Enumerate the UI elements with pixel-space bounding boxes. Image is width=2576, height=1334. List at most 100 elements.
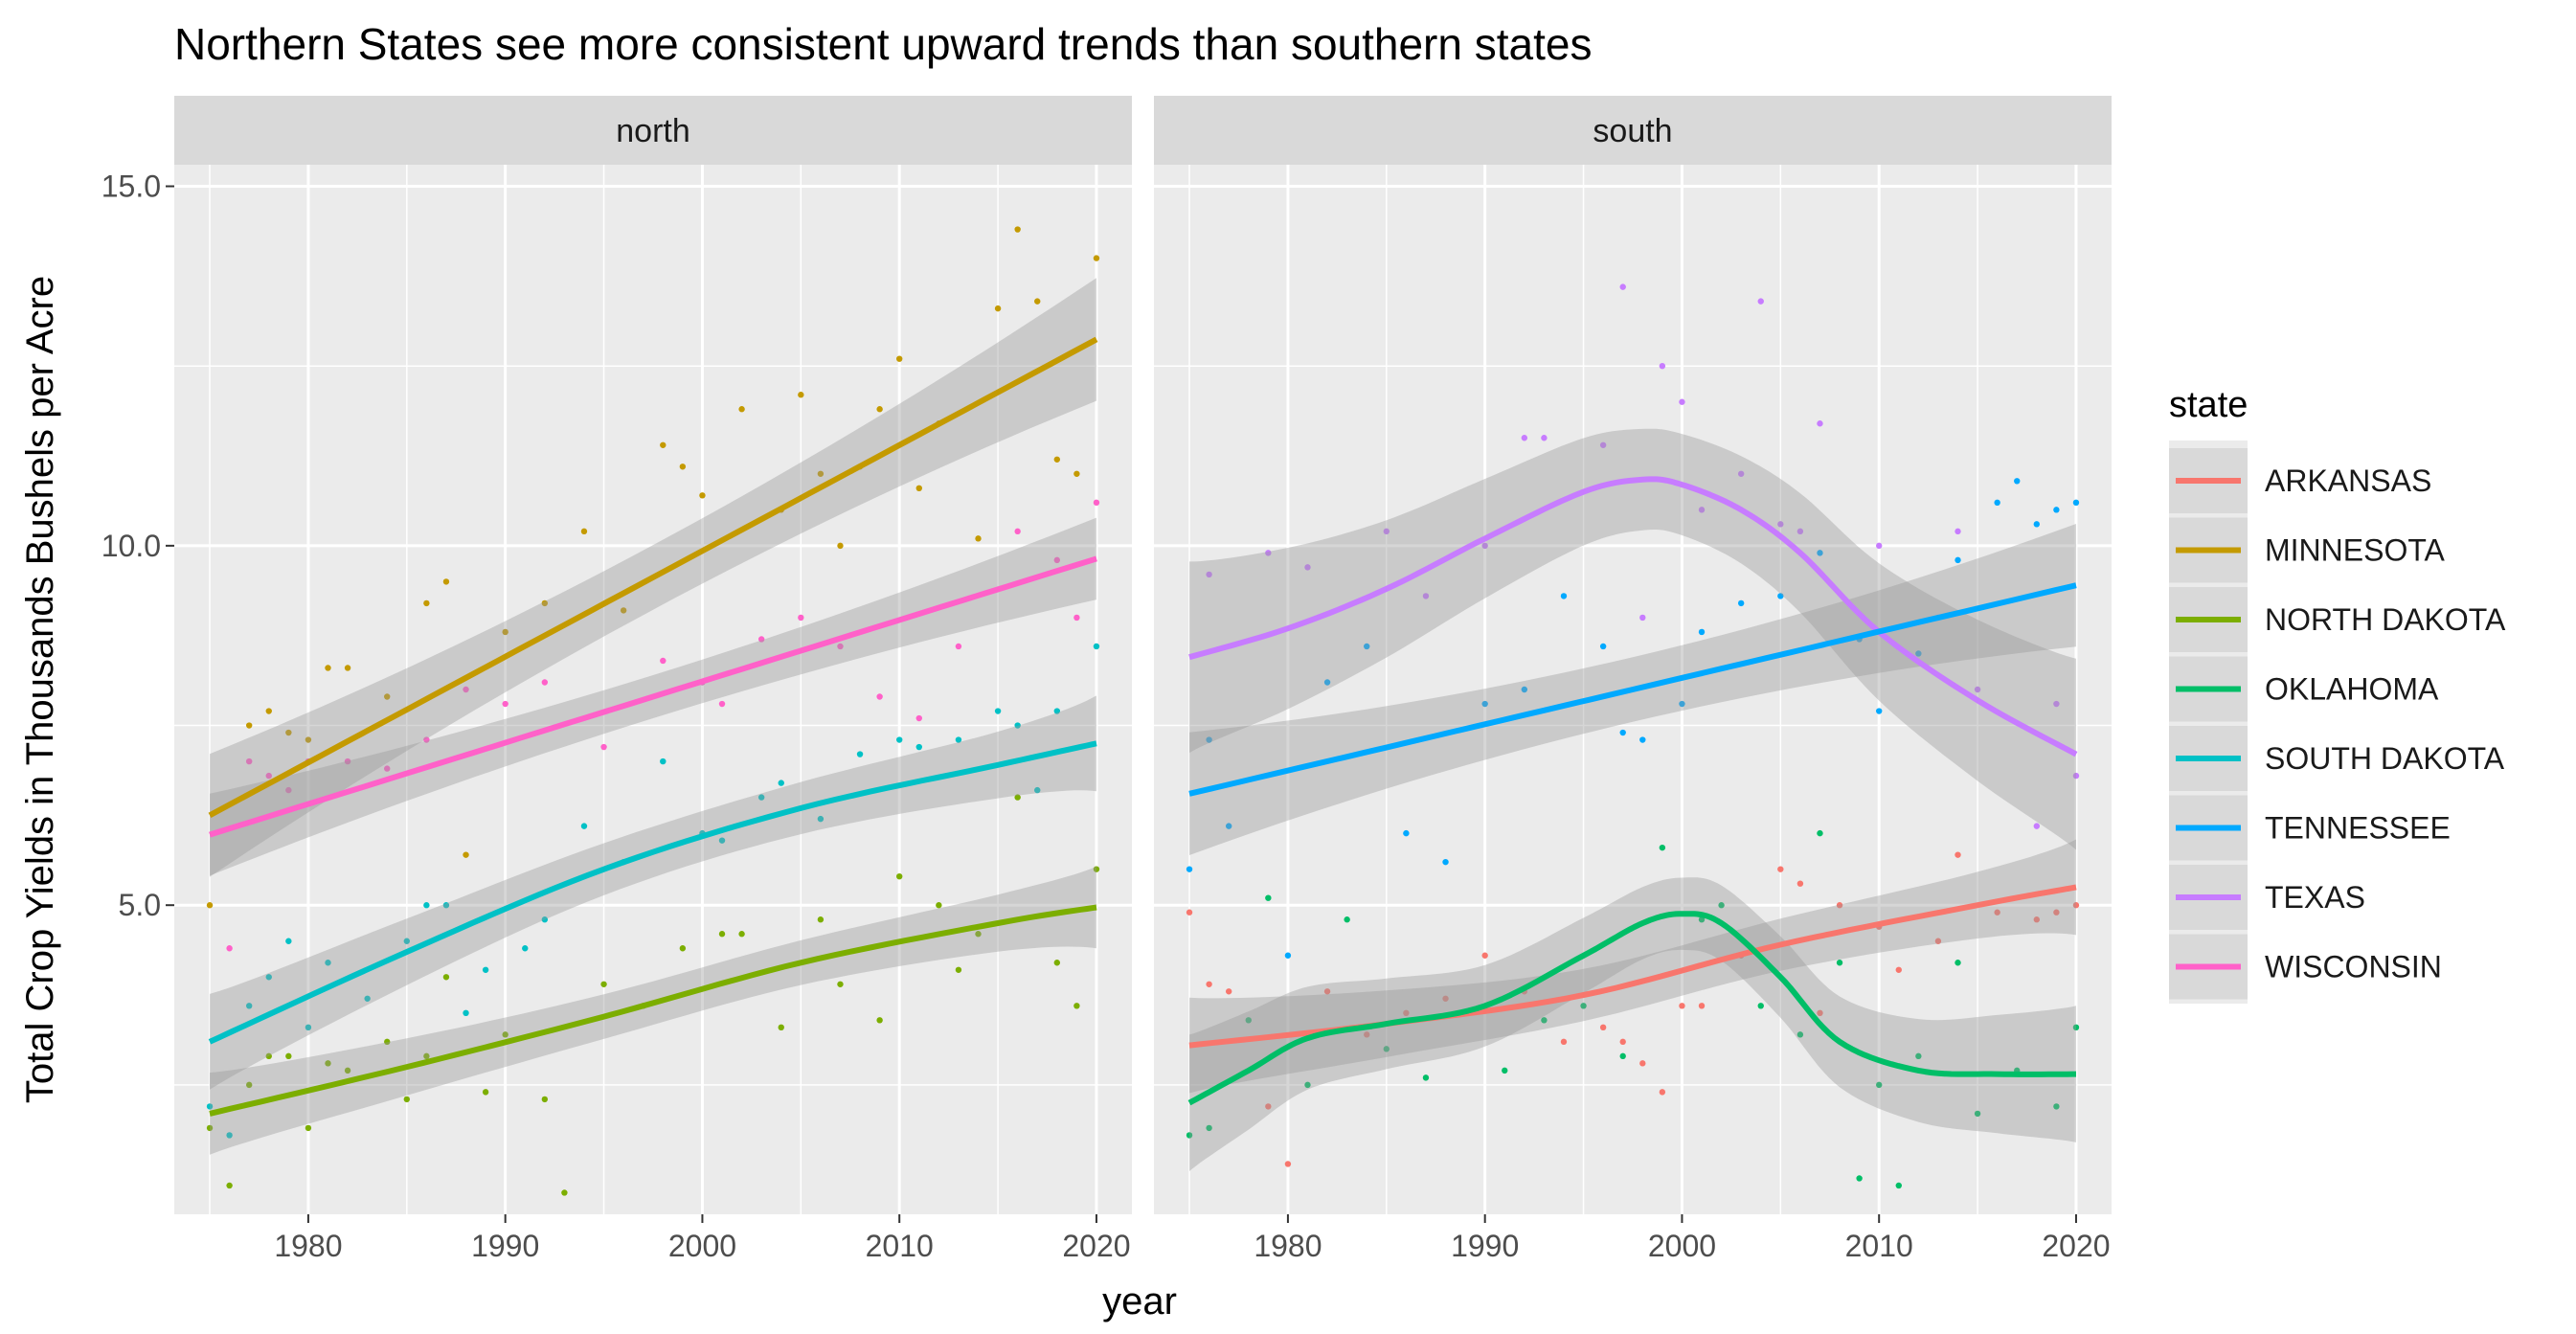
legend-item-tennessee: TENNESSEE xyxy=(2169,795,2451,861)
data-point xyxy=(620,607,627,614)
x-tick-label: 2010 xyxy=(1845,1229,1913,1263)
data-point xyxy=(1737,470,1745,477)
data-point xyxy=(1817,1009,1823,1017)
data-point xyxy=(423,599,430,607)
data-point xyxy=(1265,894,1272,901)
data-point xyxy=(1284,952,1292,959)
x-tick-label: 1990 xyxy=(1451,1229,1519,1263)
data-point xyxy=(541,679,549,686)
data-point xyxy=(679,945,687,952)
x-axis-title: year xyxy=(1102,1280,1177,1323)
legend-label: TEXAS xyxy=(2265,880,2365,915)
data-point xyxy=(1777,593,1784,599)
data-point xyxy=(1817,420,1823,427)
confidence-band-arkansas xyxy=(1189,839,2076,1094)
data-point xyxy=(442,974,450,981)
data-point xyxy=(1580,1003,1587,1009)
data-point xyxy=(1304,564,1311,571)
data-point xyxy=(1225,823,1232,829)
data-point xyxy=(541,1096,549,1103)
data-point xyxy=(206,902,214,909)
data-point xyxy=(876,1017,883,1024)
data-point xyxy=(245,1081,253,1089)
data-point xyxy=(2072,772,2080,780)
data-point xyxy=(660,657,667,665)
data-point xyxy=(1206,571,1212,578)
data-point xyxy=(994,305,1002,312)
data-point xyxy=(915,485,922,492)
x-tick-label: 2000 xyxy=(1648,1229,1716,1263)
data-point xyxy=(1934,938,1942,944)
data-point xyxy=(1698,1003,1706,1009)
data-point xyxy=(344,1067,351,1074)
data-point xyxy=(2072,499,2080,507)
y-axis: 5.0 10.0 15.0 xyxy=(102,170,174,922)
legend-items: ARKANSAS MINNESOTA NORTH DAKOTA OKLAHOMA SOU… xyxy=(2169,441,2506,1004)
data-point xyxy=(285,786,292,794)
legend-item-south-dakota: SOUTH DAKOTA xyxy=(2169,726,2505,791)
legend-item-north-dakota: NORTH DAKOTA xyxy=(2169,587,2506,652)
data-point xyxy=(1698,628,1706,636)
data-point xyxy=(1245,1017,1252,1024)
legend: state ARKANSAS MINNESOTA NORTH DAKOTA OKLAH… xyxy=(2169,385,2506,1004)
data-point xyxy=(876,693,883,700)
legend-title: state xyxy=(2169,385,2248,425)
data-point xyxy=(1876,708,1883,714)
data-point xyxy=(1014,528,1021,535)
data-point xyxy=(1364,643,1370,650)
trend-line-south-dakota xyxy=(208,740,1097,1045)
data-point xyxy=(305,1124,312,1132)
data-point xyxy=(206,1124,214,1132)
data-point xyxy=(482,1089,489,1096)
data-point xyxy=(541,599,549,607)
data-point xyxy=(1186,1132,1193,1139)
data-point xyxy=(1053,708,1061,714)
data-point xyxy=(1093,255,1100,261)
data-point xyxy=(1639,1060,1646,1067)
data-point xyxy=(1442,858,1449,866)
data-point xyxy=(463,686,469,693)
facet-strip xyxy=(174,96,1132,165)
x-tick-label: 2020 xyxy=(1062,1229,1130,1263)
data-point xyxy=(502,700,508,708)
x-tick-label: 1980 xyxy=(274,1229,342,1263)
data-point xyxy=(1225,988,1232,995)
data-point xyxy=(1876,542,1883,550)
data-point xyxy=(1502,1067,1508,1074)
data-point xyxy=(1679,700,1685,708)
data-point xyxy=(1093,866,1100,872)
trend-line-oklahoma xyxy=(1187,911,2076,1106)
data-point xyxy=(876,406,883,413)
data-point xyxy=(1383,1046,1390,1052)
data-point xyxy=(1757,298,1764,305)
data-point xyxy=(245,722,253,729)
data-point xyxy=(403,1096,410,1103)
trend-lines xyxy=(208,336,1098,1117)
data-point xyxy=(1344,916,1350,923)
legend-item-oklahoma: OKLAHOMA xyxy=(2169,656,2439,722)
data-point xyxy=(1698,916,1706,923)
data-point xyxy=(936,902,942,909)
chart-title: Northern States see more consistent upwa… xyxy=(174,19,1592,69)
data-point xyxy=(2053,507,2060,513)
data-point xyxy=(837,643,844,650)
data-point xyxy=(423,902,430,909)
trend-line-north-dakota xyxy=(209,904,1097,1117)
data-point xyxy=(502,628,508,636)
data-point xyxy=(1186,909,1193,916)
facet-strip-label: south xyxy=(1593,113,1672,149)
legend-label: WISCONSIN xyxy=(2265,950,2442,984)
data-point xyxy=(718,700,726,708)
data-point xyxy=(1034,298,1041,305)
data-point xyxy=(1599,441,1607,448)
data-point xyxy=(660,757,667,765)
data-point xyxy=(1639,614,1646,622)
data-point xyxy=(1817,829,1823,837)
legend-label: SOUTH DAKOTA xyxy=(2265,741,2505,776)
data-point xyxy=(1955,528,1961,535)
facet-north: north 1980 1990 2000 2010 2020 5.0 10.0 15.0 xyxy=(102,96,1132,1263)
data-point xyxy=(1053,456,1061,463)
facet-strip xyxy=(1154,96,2112,165)
data-point xyxy=(384,1038,391,1046)
data-point xyxy=(778,1024,784,1031)
